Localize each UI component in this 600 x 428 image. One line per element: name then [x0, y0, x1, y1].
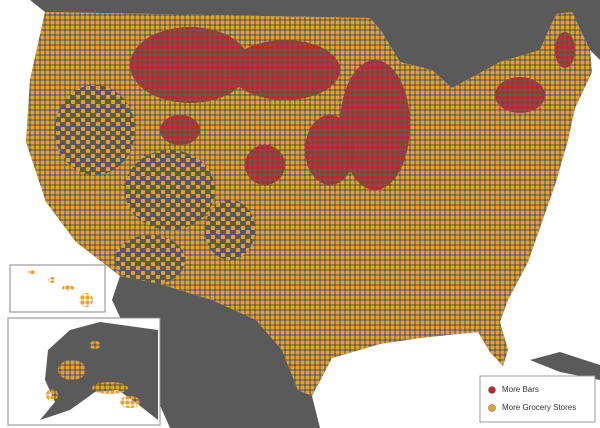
- alaska: [40, 322, 158, 420]
- legend-label: More Grocery Stores: [502, 403, 576, 412]
- legend: More Bars More Grocery Stores: [479, 375, 596, 423]
- hawaii: [28, 270, 93, 307]
- sparse-west: [55, 85, 255, 285]
- cuba: [530, 352, 600, 380]
- legend-marker: [488, 404, 496, 412]
- mexico: [112, 276, 320, 428]
- legend-marker: [488, 386, 496, 394]
- alaska-dots: [46, 341, 140, 408]
- legend-box: [479, 375, 596, 423]
- legend-label: More Bars: [502, 385, 539, 394]
- bars-area: [130, 27, 575, 190]
- canada: [0, 0, 600, 88]
